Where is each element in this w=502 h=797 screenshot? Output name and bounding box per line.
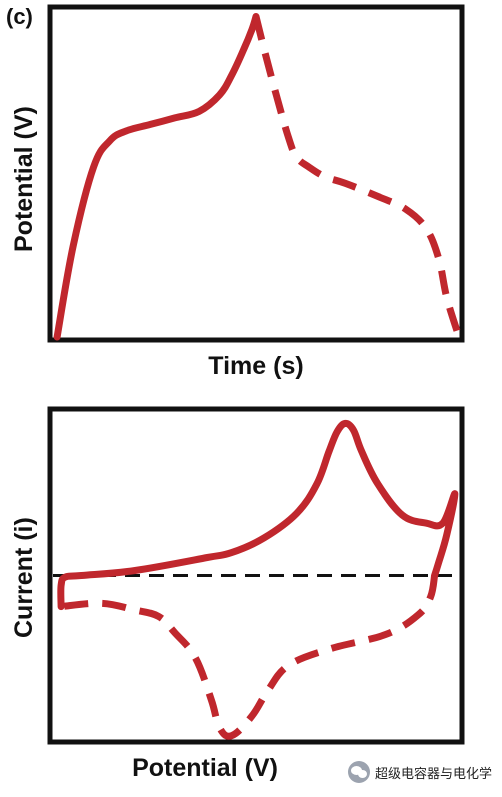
bottom-series-dashed-line <box>60 574 439 740</box>
bottom-y-axis-label: Current (i) <box>10 517 38 638</box>
top-x-axis-label: Time (s) <box>208 352 304 380</box>
top-series-solid-line <box>53 13 260 341</box>
top-plot-frame <box>47 4 465 343</box>
top-y-axis-label: Potential (V) <box>10 106 38 252</box>
top-series-group <box>53 13 463 341</box>
watermark-text: 超级电容器与电化学 <box>374 766 492 782</box>
top-series-dashed-line <box>252 15 463 339</box>
watermark: 超级电容器与电化学 <box>347 761 492 783</box>
bottom-plot-frame <box>47 406 465 745</box>
bottom-x-axis-label: Potential (V) <box>132 754 278 782</box>
wechat-icon <box>347 761 370 783</box>
panel-label: (c) <box>6 4 33 29</box>
bottom-series-group <box>57 419 459 740</box>
bottom-series-solid-line <box>57 419 459 611</box>
